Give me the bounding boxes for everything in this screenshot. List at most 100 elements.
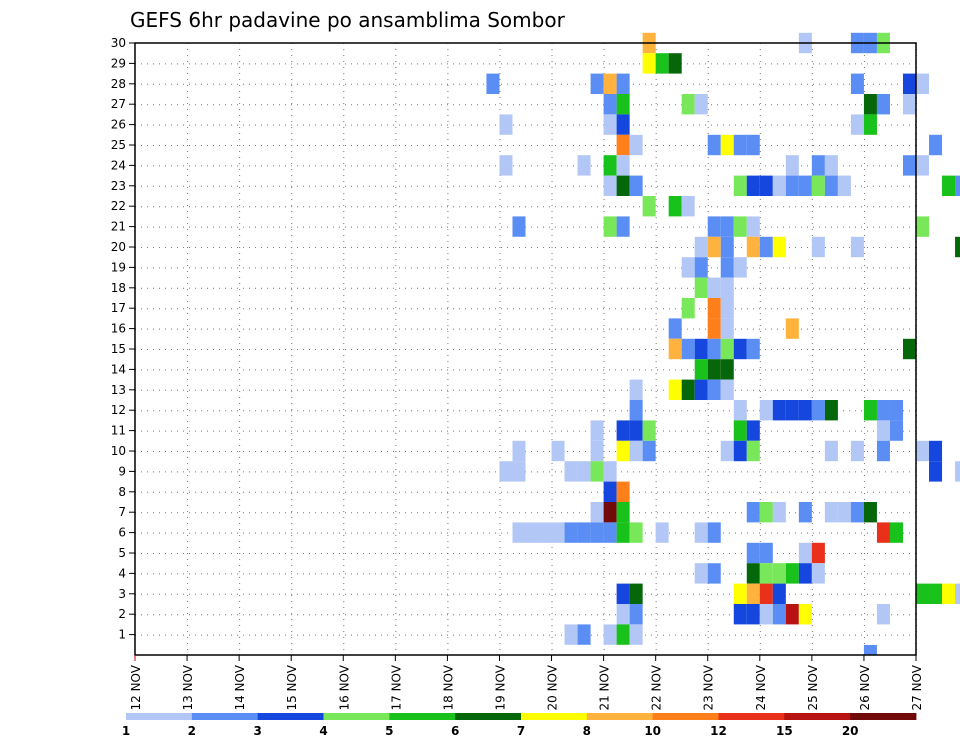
x-tick-label: 18 NOV (441, 664, 455, 710)
precip-cell (916, 216, 930, 237)
colorbar-label: 1 (122, 724, 130, 738)
precip-cell (694, 563, 708, 584)
y-tick-label: 13 (111, 383, 126, 397)
precip-cell (746, 563, 760, 584)
precip-cell (707, 338, 721, 360)
precip-cell (889, 420, 903, 441)
x-tick-label: 22 NOV (650, 664, 664, 710)
precip-cell (590, 73, 604, 94)
colorbar-swatch (191, 713, 259, 720)
colorbar-label: 15 (776, 724, 793, 738)
precip-cell (551, 522, 565, 543)
precip-cell (616, 604, 630, 625)
precip-cell (668, 318, 682, 339)
x-axis: 12 NOV 13 NOV 14 NOV 15 NOV 16 NOV 17 NOV 18 N… (129, 655, 924, 711)
precip-cell (616, 73, 630, 94)
precip-cell (616, 583, 630, 604)
precip-cell (629, 583, 643, 604)
precip-cell (512, 440, 526, 462)
precip-cell (655, 522, 669, 543)
precip-cell (798, 542, 812, 564)
colorbar-label: 4 (319, 724, 327, 738)
precip-cell (603, 502, 617, 523)
precip-cell (629, 624, 643, 645)
precip-cell (577, 461, 591, 482)
precip-cell (863, 645, 877, 655)
precip-cell (733, 583, 747, 604)
precip-cell (616, 155, 630, 176)
precip-cell (824, 400, 838, 421)
precip-cell (785, 318, 799, 339)
precip-cell (603, 94, 617, 115)
precip-cell (785, 175, 799, 196)
precip-cell (850, 114, 864, 135)
x-tick-label: 15 NOV (285, 664, 299, 710)
precip-cell (759, 542, 773, 564)
y-tick-label: 3 (118, 587, 126, 601)
precip-cell (929, 134, 943, 156)
precip-cell (759, 583, 773, 604)
precip-cell (785, 604, 799, 625)
y-tick-label: 17 (111, 301, 126, 315)
x-tick-label: 26 NOV (858, 664, 872, 710)
precip-cell (863, 400, 877, 421)
precip-cell (707, 236, 721, 258)
precip-cell (720, 440, 734, 462)
precip-cell (824, 175, 838, 196)
y-tick-label: 24 (111, 158, 126, 172)
precip-cell (759, 400, 773, 421)
precip-cell (902, 73, 916, 94)
precip-cell (811, 563, 825, 584)
precip-cell (603, 461, 617, 482)
precip-cell (772, 604, 786, 625)
precip-cell (629, 379, 643, 400)
precip-cell (889, 400, 903, 421)
precip-cell (629, 420, 643, 441)
precip-cell (707, 379, 721, 400)
precip-cell (902, 155, 916, 176)
precip-cell (694, 236, 708, 258)
precip-cell (759, 563, 773, 584)
precip-cell (603, 73, 617, 94)
data-cells (486, 32, 960, 655)
precip-cell (694, 359, 708, 380)
y-tick-label: 22 (111, 199, 126, 213)
y-axis: 1234567891011121314151617181920212223242… (111, 36, 135, 642)
colorbar-swatch (850, 713, 917, 720)
precip-cell (955, 583, 960, 604)
precip-cell (681, 338, 695, 360)
precip-cell (642, 53, 656, 74)
colorbar-swatch (455, 713, 522, 720)
precip-cell (538, 522, 552, 543)
y-tick-label: 2 (118, 607, 126, 621)
colorbar-label: 12 (710, 724, 727, 738)
precip-cell (694, 257, 708, 278)
precip-cell (707, 359, 721, 380)
precip-cell (681, 94, 695, 115)
precip-cell (720, 257, 734, 278)
colorbar-label: 6 (451, 724, 459, 738)
precip-cell (902, 94, 916, 115)
precip-cell (746, 134, 760, 156)
precip-cell (902, 338, 916, 360)
precip-cell (733, 257, 747, 278)
precip-cell (720, 134, 734, 156)
precip-cell (929, 461, 943, 482)
precip-cell (876, 420, 890, 441)
colorbar-label: 20 (842, 724, 859, 738)
precip-cell (616, 502, 630, 523)
precip-cell (916, 583, 930, 604)
precip-cell (668, 53, 682, 74)
precip-cell (603, 114, 617, 135)
precip-cell (616, 114, 630, 135)
precip-cell (929, 583, 943, 604)
precip-cell (876, 400, 890, 421)
precip-cell (876, 522, 890, 543)
y-tick-label: 10 (111, 444, 126, 458)
colorbar-label: 7 (517, 724, 525, 738)
precip-cell (629, 522, 643, 543)
precip-cell (876, 94, 890, 115)
precip-cell (694, 277, 708, 298)
x-tick-label: 27 NOV (910, 664, 924, 710)
